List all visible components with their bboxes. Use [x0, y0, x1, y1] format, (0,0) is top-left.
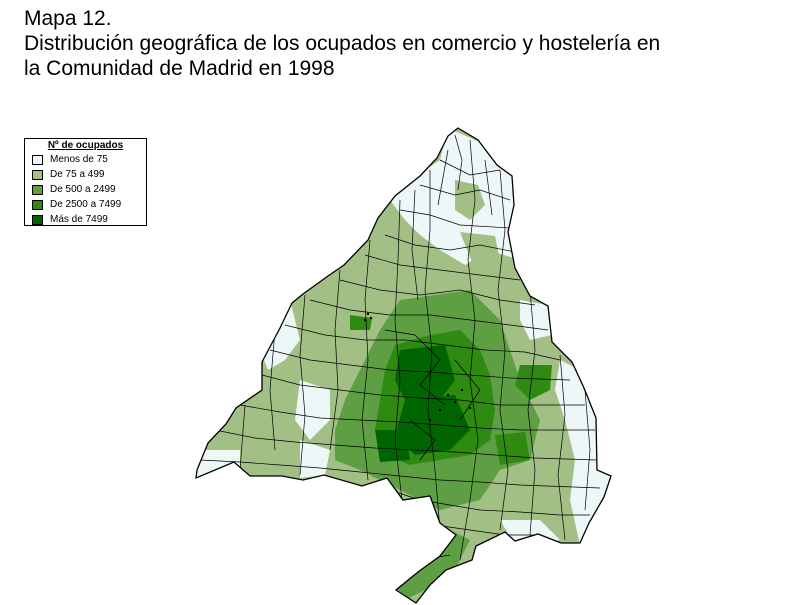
legend-label: De 500 a 2499: [50, 184, 116, 195]
title-line-3: la Comunidad de Madrid en 1998: [24, 57, 335, 80]
legend-swatch: [32, 184, 43, 195]
municipal-boundaries: [199, 134, 601, 561]
legend-swatch: [32, 169, 43, 180]
map-title: Mapa 12. Distribución geográfica de los …: [24, 6, 660, 81]
legend-label: Menos de 75: [50, 154, 108, 165]
north-pocket-a: [455, 180, 485, 220]
legend-label: De 2500 a 7499: [50, 199, 122, 210]
legend-item-4: Más de 7499: [25, 212, 146, 227]
southeast-town-highlight: [495, 432, 530, 465]
west-light-area-2: [295, 380, 330, 440]
southwest-core-town: [375, 430, 410, 462]
legend-label: Más de 7499: [50, 214, 108, 225]
title-line-2: Distribución geográfica de los ocupados …: [24, 32, 661, 55]
legend-item-3: De 2500 a 7499: [25, 197, 146, 212]
title-line-1: Mapa 12.: [24, 7, 112, 30]
legend-swatch: [32, 199, 43, 210]
legend-item-2: De 500 a 2499: [25, 182, 146, 197]
southwest-light-area: [196, 450, 240, 480]
east-town-highlight: [515, 365, 552, 400]
northeast-light-area: [520, 300, 552, 340]
map-legend: Nº de ocupados Menos de 75 De 75 a 499 D…: [24, 138, 147, 226]
legend-item-1: De 75 a 499: [25, 167, 146, 182]
legend-swatch: [32, 214, 43, 225]
legend-label: De 75 a 499: [50, 169, 105, 180]
north-pocket-b: [460, 232, 500, 262]
south-town: [440, 465, 478, 500]
madrid-capital-north: [395, 345, 455, 400]
legend-swatch: [32, 154, 43, 165]
madrid-capital-south: [395, 395, 470, 455]
legend-item-0: Menos de 75: [25, 152, 146, 167]
municipality-ticks: [363, 312, 472, 422]
legend-title: Nº de ocupados: [47, 140, 124, 151]
community-outline: [195, 127, 612, 604]
